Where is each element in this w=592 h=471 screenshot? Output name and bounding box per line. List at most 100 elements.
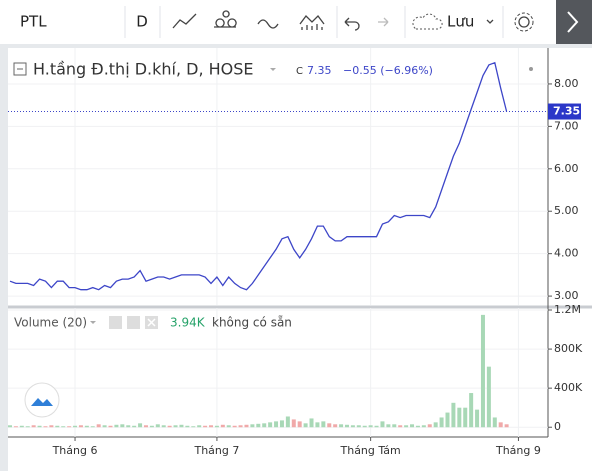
- compare-icon[interactable]: [257, 19, 279, 29]
- volume-bar: [108, 425, 113, 428]
- volume-bar: [8, 425, 12, 428]
- volume-bar: [410, 424, 415, 428]
- line-tool-icon[interactable]: [172, 13, 197, 29]
- logo[interactable]: [24, 382, 60, 418]
- volume-bar: [96, 424, 101, 428]
- volume-bar: [398, 425, 403, 428]
- volume-menu[interactable]: [90, 321, 96, 324]
- change-value: −0.55 (−6.96%): [343, 64, 433, 77]
- volume-bar: [475, 409, 480, 428]
- volume-bar: [386, 424, 391, 428]
- volume-bar: [297, 421, 302, 428]
- settings-icon-rim: [514, 12, 534, 32]
- indicator-icon[interactable]: [214, 10, 237, 28]
- volume-value: 3.94K: [170, 316, 206, 330]
- y-tick-label: 5.00: [554, 204, 579, 217]
- volume-bar: [102, 425, 107, 428]
- volume-bar: [120, 424, 125, 428]
- y-tick-label: 400K: [554, 381, 583, 394]
- collapse-icon[interactable]: [13, 62, 27, 76]
- volume-bar: [61, 426, 66, 428]
- y-tick-label: 0: [554, 420, 561, 433]
- volume-bar: [463, 407, 468, 428]
- symbol[interactable]: PTL: [20, 13, 47, 31]
- volume-title: Volume (20): [14, 316, 87, 330]
- volume-bar: [250, 424, 255, 428]
- panel-toggle[interactable]: [556, 0, 592, 44]
- series-title: H.tầng Đ.thị D.khí, D, HOSE: [33, 60, 254, 79]
- volume-bar: [380, 421, 385, 428]
- volume-bar: [291, 419, 296, 428]
- volume-bar: [279, 420, 284, 428]
- volume-bar: [439, 417, 444, 428]
- volume-bar: [321, 421, 326, 428]
- volume-bar: [114, 424, 119, 428]
- volume-bar: [362, 425, 367, 428]
- volume-bar: [445, 412, 450, 428]
- undo-icon[interactable]: [344, 17, 360, 31]
- y-tick-label: 3.00: [554, 289, 579, 302]
- save-menu-icon[interactable]: [486, 19, 494, 24]
- volume-bar: [480, 314, 485, 428]
- volume-bar: [274, 421, 279, 428]
- remove-cross: [147, 318, 156, 327]
- x-tick-label: Tháng 7: [193, 444, 239, 457]
- volume-bar: [55, 425, 60, 428]
- y-tick-label: 6.00: [554, 162, 579, 175]
- save-button[interactable]: Lưu: [447, 13, 474, 31]
- redo-icon[interactable]: [378, 17, 389, 27]
- y-tick-label: 7.00: [554, 119, 579, 132]
- volume-bar: [498, 422, 503, 428]
- volume-bar: [262, 423, 267, 428]
- volume-bar: [25, 426, 30, 428]
- cloud-icon[interactable]: [412, 13, 443, 30]
- last-price-label: 7.35: [553, 105, 580, 118]
- y-tick-label: 8.00: [554, 77, 579, 90]
- y-tick-label: 4.00: [554, 247, 579, 260]
- volume-bar: [161, 425, 166, 428]
- volume-bar: [404, 425, 409, 428]
- pane-menu[interactable]: [529, 67, 533, 71]
- volume-bar: [43, 426, 48, 428]
- volume-bar: [149, 425, 154, 428]
- volume-bar: [486, 366, 491, 428]
- price-line: [9, 61, 508, 291]
- volume-bar: [209, 425, 214, 428]
- volume-bar: [37, 425, 42, 428]
- volume-bar: [504, 424, 509, 428]
- volume-bar: [167, 425, 172, 428]
- volume-bar: [126, 425, 131, 428]
- volume-bar: [469, 393, 474, 428]
- eye-button[interactable]: [109, 316, 122, 329]
- volume-bar: [49, 425, 54, 428]
- settings-button[interactable]: [127, 316, 140, 329]
- volume-bar: [185, 425, 190, 428]
- title-menu[interactable]: [270, 68, 276, 71]
- volume-bar: [220, 424, 225, 428]
- x-tick-label: Tháng 9: [495, 444, 541, 457]
- volume-bar: [451, 402, 456, 428]
- volume-bar: [415, 425, 420, 428]
- volume-bar: [327, 423, 332, 428]
- volume-bar: [421, 425, 426, 428]
- interval[interactable]: D: [136, 13, 148, 31]
- volume-bar: [132, 425, 137, 428]
- volume-bar: [374, 425, 379, 428]
- volume-bar: [392, 424, 397, 428]
- volume-bar: [285, 416, 290, 428]
- settings-icon[interactable]: [518, 16, 530, 28]
- volume-bar: [427, 424, 432, 428]
- volume-bar: [268, 422, 273, 428]
- volume-bar: [232, 425, 237, 428]
- x-tick-label: Tháng 6: [52, 444, 98, 457]
- volume-bar: [143, 425, 148, 428]
- chart-type-icon[interactable]: [299, 15, 325, 30]
- volume-bar: [13, 426, 18, 428]
- volume-bar: [256, 423, 261, 428]
- volume-bar: [339, 424, 344, 428]
- volume-bar: [244, 424, 249, 428]
- volume-bar: [155, 424, 160, 428]
- volume-bar: [356, 425, 361, 428]
